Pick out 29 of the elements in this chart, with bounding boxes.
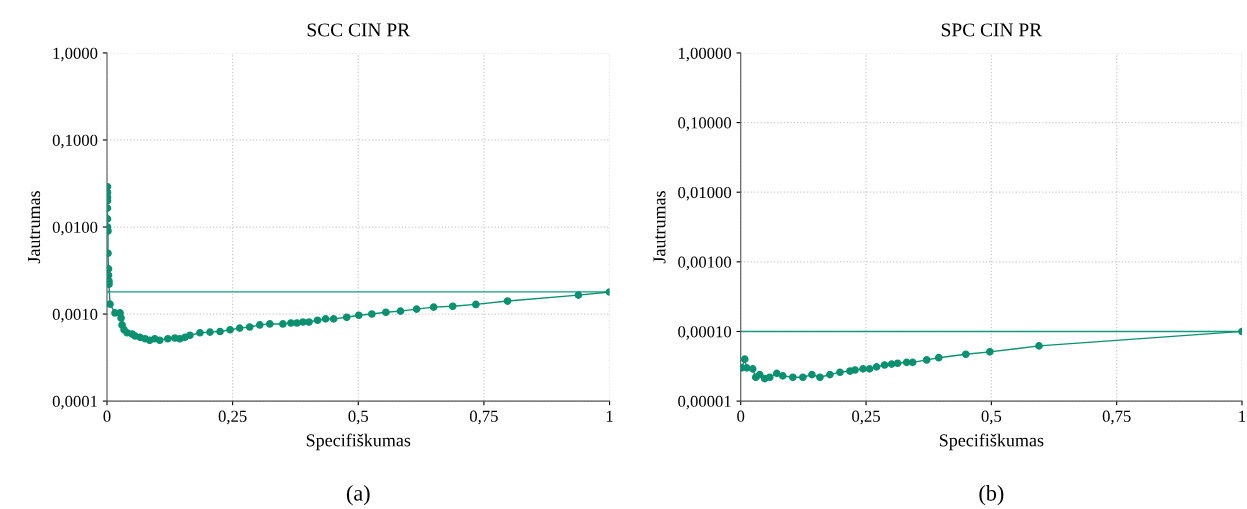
y-tick-label: 0,00010 — [678, 326, 732, 340]
y-axis-title: Jautrumas — [653, 191, 666, 264]
x-tick-label: 0,75 — [1102, 410, 1131, 425]
y-tick-label: 1,0000 — [53, 47, 98, 62]
chart-title: SPC CIN PR — [941, 23, 1043, 37]
y-tick-label: 0,00100 — [678, 256, 732, 271]
x-tick-label: 1 — [1239, 410, 1246, 422]
y-tick-label: 0,0100 — [52, 221, 98, 236]
text: (a) — [346, 485, 370, 506]
x-tick-label: 0,25 — [218, 410, 247, 425]
x-tick-label: 0,5 — [981, 410, 1002, 425]
x-axis-title: Specifiškumas — [306, 433, 411, 451]
y-tick-label: 0,10000 — [678, 117, 732, 131]
y-tick-label: 0,1000 — [52, 134, 98, 149]
x-tick-label: 0,25 — [852, 410, 880, 425]
x-axis-title: Specifiškumas — [939, 433, 1044, 451]
y-tick-label: 0,01000 — [678, 186, 732, 201]
y-tick-label: 1,00000 — [678, 47, 732, 62]
x-tick-label: 1 — [606, 410, 613, 422]
x-tick-label: 0,75 — [469, 410, 498, 425]
y-tick-label: 0,00001 — [678, 395, 731, 410]
chart-title: SCC CIN PR — [307, 23, 411, 37]
x-tick-label: 0,5 — [348, 410, 369, 425]
text: (b) — [979, 485, 1004, 506]
y-tick-label: 0,0001 — [52, 395, 97, 410]
x-tick-label: 0 — [103, 410, 111, 422]
y-axis-title: Jautrumas — [28, 191, 41, 264]
x-tick-label: 0 — [737, 410, 745, 422]
y-tick-label: 0,0010 — [52, 308, 98, 323]
